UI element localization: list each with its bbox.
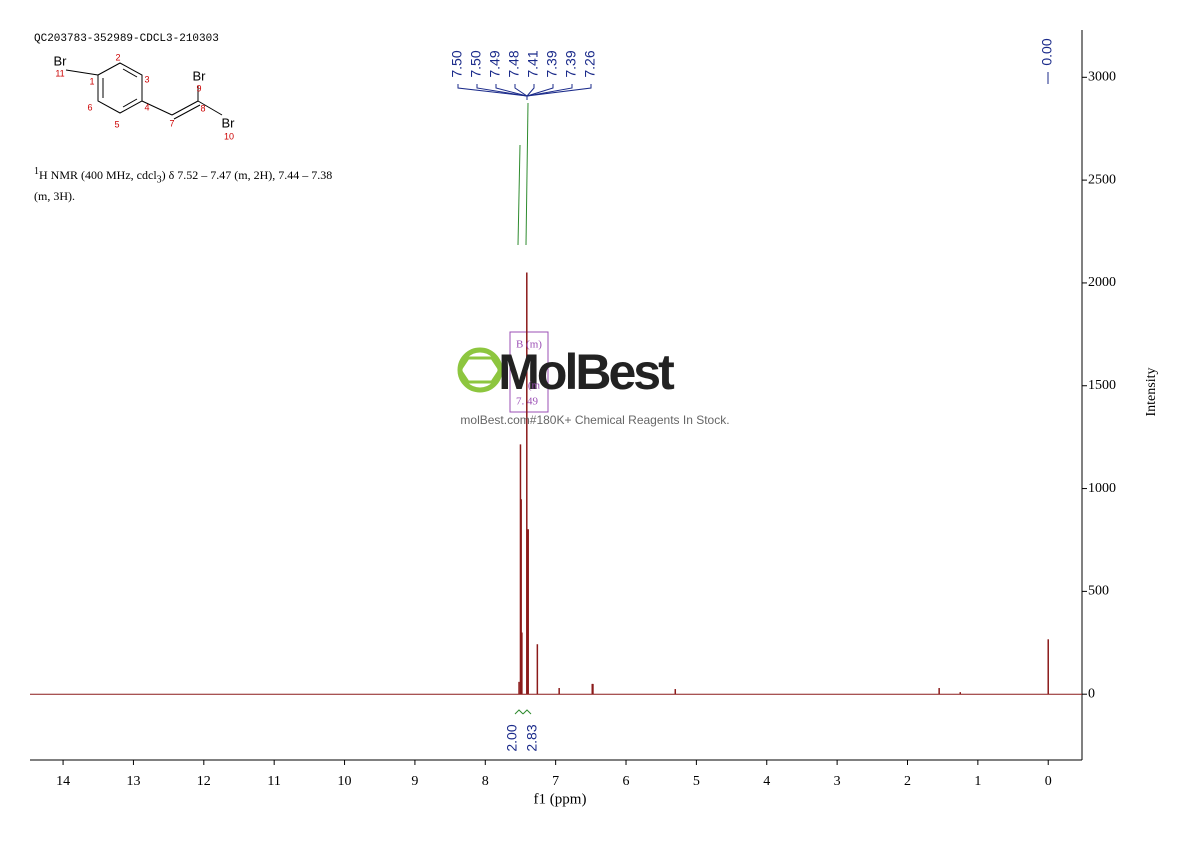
sup: 1 xyxy=(34,166,39,177)
desc: H NMR (400 MHz, cdcl xyxy=(39,168,157,182)
y-tick-label: 0 xyxy=(1088,686,1095,701)
integral-bracket xyxy=(522,709,532,715)
multiplet-label: 7. 49 xyxy=(516,396,539,408)
multiplet-box xyxy=(509,331,549,413)
peak-label: 7.50 xyxy=(468,50,484,77)
watermark: MolBest xyxy=(498,344,675,400)
x-tick-label: 7 xyxy=(552,774,559,789)
y-tick-label: 2500 xyxy=(1088,172,1116,187)
x-tick-label: 3 xyxy=(834,774,841,789)
y-tick-label: 1000 xyxy=(1088,481,1116,496)
x-tick-label: 9 xyxy=(411,774,418,789)
y-axis-label: Intensity xyxy=(1144,368,1159,417)
x-tick-label: 14 xyxy=(56,774,70,789)
x-tick-label: 4 xyxy=(763,774,770,789)
x-tick-label: 0 xyxy=(1045,774,1052,789)
atom-label: 1 xyxy=(89,76,94,86)
atom-label: 6 xyxy=(87,102,92,112)
nmr-description: 1H NMR (400 MHz, cdcl3) δ 7.52 – 7.47 (m… xyxy=(34,164,332,204)
x-tick-label: 11 xyxy=(267,774,280,789)
atom-label: Br xyxy=(193,68,207,83)
x-tick-label: 2 xyxy=(904,774,911,789)
x-tick-label: 6 xyxy=(623,774,630,789)
peak-label: 7.39 xyxy=(544,50,560,77)
atom-label: 8 xyxy=(200,103,205,113)
multiplet-label: B (m) xyxy=(516,339,542,351)
atom-label: 2 xyxy=(115,52,120,62)
peak-label: 7.39 xyxy=(563,50,579,77)
atom-label: 7 xyxy=(169,118,174,128)
integral-label: 2.00 xyxy=(504,724,520,751)
peak-label: 7.26 xyxy=(582,50,598,77)
integral-curve xyxy=(517,144,521,246)
atom-label: 5 xyxy=(114,119,119,129)
x-tick-label: 8 xyxy=(482,774,489,789)
tms-label: 0.00 xyxy=(1039,38,1055,65)
y-tick-label: 3000 xyxy=(1088,70,1116,85)
y-tick-label: 1500 xyxy=(1088,378,1116,393)
x-tick-label: 5 xyxy=(693,774,700,789)
atom-label: Br xyxy=(222,115,236,130)
atom-label: 9 xyxy=(196,83,201,93)
atom-label: Br xyxy=(54,53,68,68)
structure-bonds xyxy=(65,62,223,120)
peak-label: 7.48 xyxy=(506,50,522,77)
desc: (m, 3H). xyxy=(34,189,75,204)
integral-curve xyxy=(525,102,529,246)
desc: ) δ 7.52 – 7.47 (m, 2H), 7.44 – 7.38 xyxy=(161,168,333,182)
peak-label: 7.49 xyxy=(487,50,503,77)
multiplet-label: (m xyxy=(528,380,541,392)
atom-label: 11 xyxy=(55,68,64,78)
x-tick-label: 12 xyxy=(197,774,211,789)
watermark-subtitle: molBest.com#180K+ Chemical Reagents In S… xyxy=(460,413,729,427)
logo-ring xyxy=(457,347,503,393)
peak-label: 7.50 xyxy=(449,50,465,77)
logo-hex xyxy=(458,356,502,384)
integral-bracket xyxy=(514,709,524,715)
peak-leader xyxy=(526,84,535,100)
peak-leader xyxy=(476,84,528,100)
atom-label: 4 xyxy=(144,102,149,112)
peak-leader xyxy=(514,84,528,100)
chart-title: QC203783-352989-CDCL3-210303 xyxy=(34,33,219,45)
x-axis-label: f1 (ppm) xyxy=(534,791,587,807)
atom-label: 3 xyxy=(144,74,149,84)
integral-label: 2.83 xyxy=(524,724,540,751)
peak-leader xyxy=(526,84,592,100)
peak-label: 7.41 xyxy=(525,50,541,77)
x-tick-label: 10 xyxy=(338,774,352,789)
x-tick-label: 13 xyxy=(126,774,140,789)
peak-leader xyxy=(457,84,528,100)
y-tick-label: 2000 xyxy=(1088,275,1116,290)
atom-label: 10 xyxy=(224,131,234,141)
sub: 3 xyxy=(156,174,162,186)
x-tick-label: 1 xyxy=(974,774,981,789)
annotations xyxy=(457,331,549,413)
y-tick-label: 500 xyxy=(1088,584,1109,599)
